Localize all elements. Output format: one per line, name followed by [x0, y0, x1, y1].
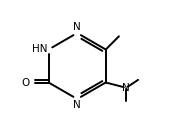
- Text: N: N: [73, 100, 81, 110]
- Text: N: N: [122, 83, 130, 93]
- Text: HN: HN: [32, 44, 47, 55]
- Text: N: N: [73, 22, 81, 32]
- Text: O: O: [22, 77, 30, 88]
